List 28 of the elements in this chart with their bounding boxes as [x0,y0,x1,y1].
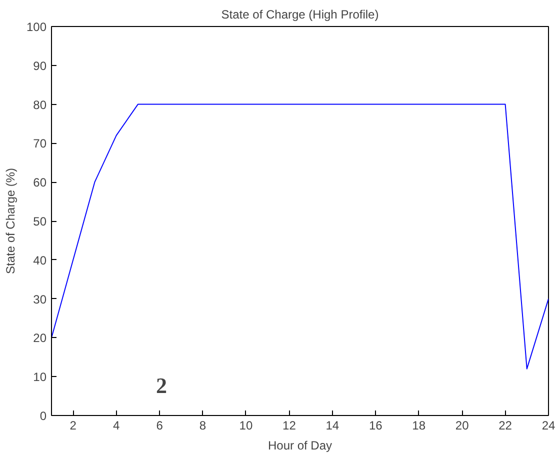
y-tick-label: 60 [33,176,47,190]
x-tick-label: 20 [455,418,470,432]
y-tick-label: 30 [33,292,47,306]
y-tick-label: 70 [33,136,47,151]
annotation: 2 [156,373,167,398]
x-tick-label: 4 [112,418,120,432]
x-tick-label: 14 [326,418,340,432]
chart-title: State of Charge (High Profile) [221,8,379,22]
y-tick-label: 100 [26,20,47,34]
y-tick-label: 0 [40,409,47,423]
x-tick-label: 16 [368,418,383,432]
y-tick-label: 80 [33,98,47,112]
y-tick-label: 10 [33,370,47,384]
x-tick-label: 22 [498,418,512,432]
x-tick-label: 24 [542,418,556,432]
y-tick-label: 90 [33,58,47,73]
x-tick-label: 18 [412,418,426,432]
line-series [52,104,548,370]
y-tick-label: 20 [33,331,47,346]
x-tick-label: 8 [199,418,206,432]
y-axis-title: State of Charge (%) [3,168,18,274]
y-tick-label: 50 [33,214,47,228]
x-tick-label: 2 [70,418,77,432]
x-axis-title: Hour of Day [268,438,332,452]
x-tick-label: 6 [156,418,164,432]
x-tick-label: 10 [239,418,253,432]
x-tick-label: 12 [282,418,296,432]
y-tick-label: 40 [33,253,47,268]
